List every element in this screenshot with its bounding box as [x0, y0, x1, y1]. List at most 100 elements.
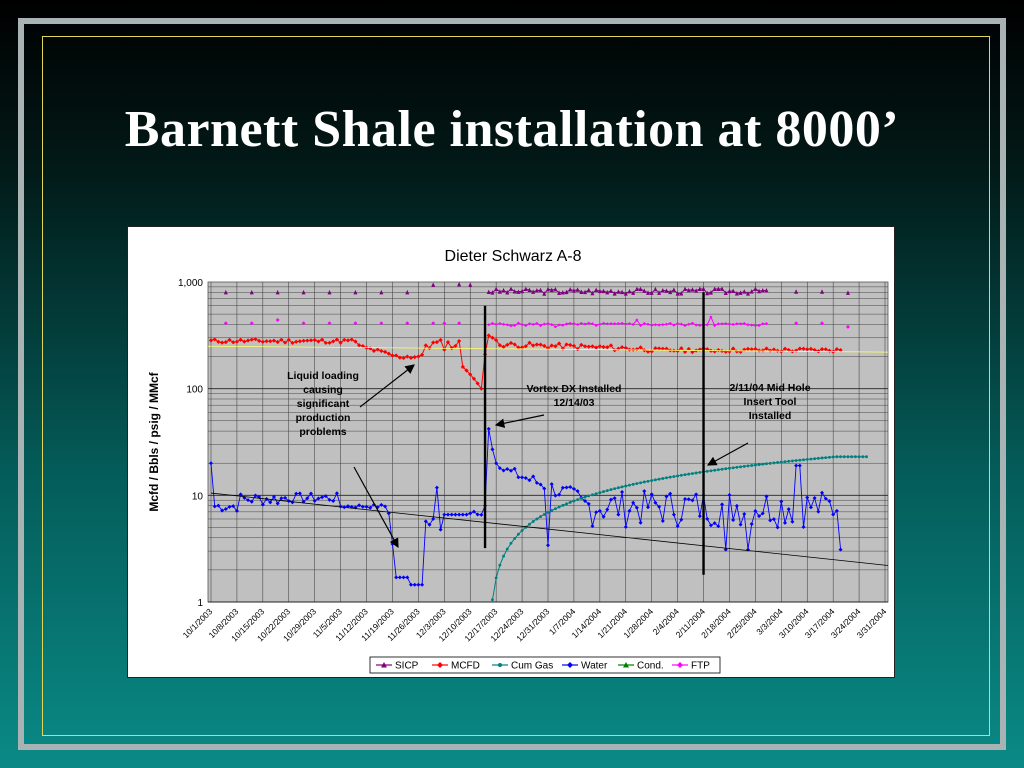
data-point [527, 287, 532, 293]
data-point [405, 289, 410, 295]
data-point [731, 466, 735, 470]
data-point [660, 518, 665, 523]
series-sicp [223, 281, 850, 296]
data-point [271, 494, 276, 499]
data-point [523, 476, 528, 481]
data-point [220, 508, 225, 513]
data-point [486, 426, 491, 431]
data-point [246, 498, 251, 503]
data-point [457, 512, 462, 517]
data-point [608, 288, 613, 293]
data-point [808, 346, 814, 351]
data-point [331, 499, 336, 504]
data-point [560, 290, 565, 295]
data-point [535, 517, 539, 521]
legend-marker [437, 662, 443, 668]
data-point [568, 485, 573, 490]
data-point [312, 498, 317, 503]
data-point [275, 289, 280, 295]
legend-marker [498, 663, 502, 667]
slide-title: Barnett Shale installation at 8000’ [124, 101, 900, 158]
data-point [490, 290, 495, 295]
data-point [519, 345, 525, 350]
data-point [331, 339, 336, 344]
data-point [457, 338, 462, 344]
data-point [757, 463, 761, 467]
data-point [560, 485, 565, 490]
annotation-line: 12/14/03 [554, 397, 595, 409]
data-point [653, 478, 657, 482]
data-point [761, 462, 765, 466]
data-point [572, 499, 576, 503]
data-point [575, 287, 580, 292]
data-point [716, 524, 721, 529]
data-point [671, 512, 676, 517]
data-point [834, 346, 839, 352]
data-point [642, 489, 647, 494]
y-tick-labels: 1 10 100 1,000 [178, 278, 203, 609]
data-point [453, 512, 458, 517]
legend-marker [623, 662, 629, 668]
legend-marker [567, 662, 573, 668]
series-ftp [223, 315, 850, 329]
data-point [353, 289, 358, 295]
data-point [727, 288, 732, 294]
data-point [594, 492, 598, 496]
data-point [283, 495, 288, 500]
data-point [468, 511, 473, 516]
data-point [601, 288, 606, 294]
data-point [371, 502, 376, 507]
data-point [820, 321, 825, 326]
data-point [816, 509, 821, 514]
data-point [846, 455, 850, 459]
data-point [697, 286, 702, 292]
data-point [842, 455, 846, 459]
data-point [616, 289, 621, 294]
data-point [605, 507, 610, 512]
annotation-line: 2/11/04 Mid Hole [729, 382, 810, 394]
legend-label: MCFD [451, 661, 480, 672]
data-point [634, 347, 639, 352]
data-point [494, 461, 499, 466]
data-point [709, 469, 713, 473]
data-point [794, 321, 799, 326]
data-point [739, 465, 743, 469]
annotation-line: Liquid loading [287, 370, 359, 382]
data-point [676, 474, 680, 478]
data-point [608, 497, 613, 502]
annotation-midhole: 2/11/04 Mid Hole Insert Tool Installed [729, 382, 810, 422]
data-point [546, 543, 550, 548]
data-point [227, 504, 232, 509]
data-point [546, 510, 550, 514]
arrow-vortex [494, 414, 545, 428]
data-point [457, 321, 462, 326]
data-point [419, 352, 425, 357]
data-point [638, 286, 643, 292]
annotation-line: production [296, 412, 351, 424]
data-point [805, 495, 810, 500]
chart-container: Dieter Schwarz A-8 1 10 100 1,000 10/1/2003… [127, 226, 895, 678]
data-point [275, 501, 280, 506]
data-point [597, 508, 602, 513]
data-point [490, 447, 495, 452]
data-point [579, 342, 584, 347]
data-point [353, 321, 358, 326]
data-point [471, 509, 476, 514]
data-point [401, 575, 406, 580]
data-point [568, 500, 572, 504]
data-point [638, 520, 643, 525]
data-point [653, 500, 658, 505]
data-point [305, 338, 310, 343]
data-point [464, 512, 469, 517]
data-point [553, 286, 558, 292]
data-point [797, 346, 802, 351]
data-point [501, 468, 506, 473]
data-point [549, 287, 554, 293]
data-point [734, 291, 739, 296]
x-gridlines [210, 282, 886, 602]
data-point [553, 344, 558, 349]
data-point [712, 286, 717, 292]
data-point [528, 522, 531, 526]
series-line [488, 288, 767, 295]
data-point [835, 455, 839, 459]
